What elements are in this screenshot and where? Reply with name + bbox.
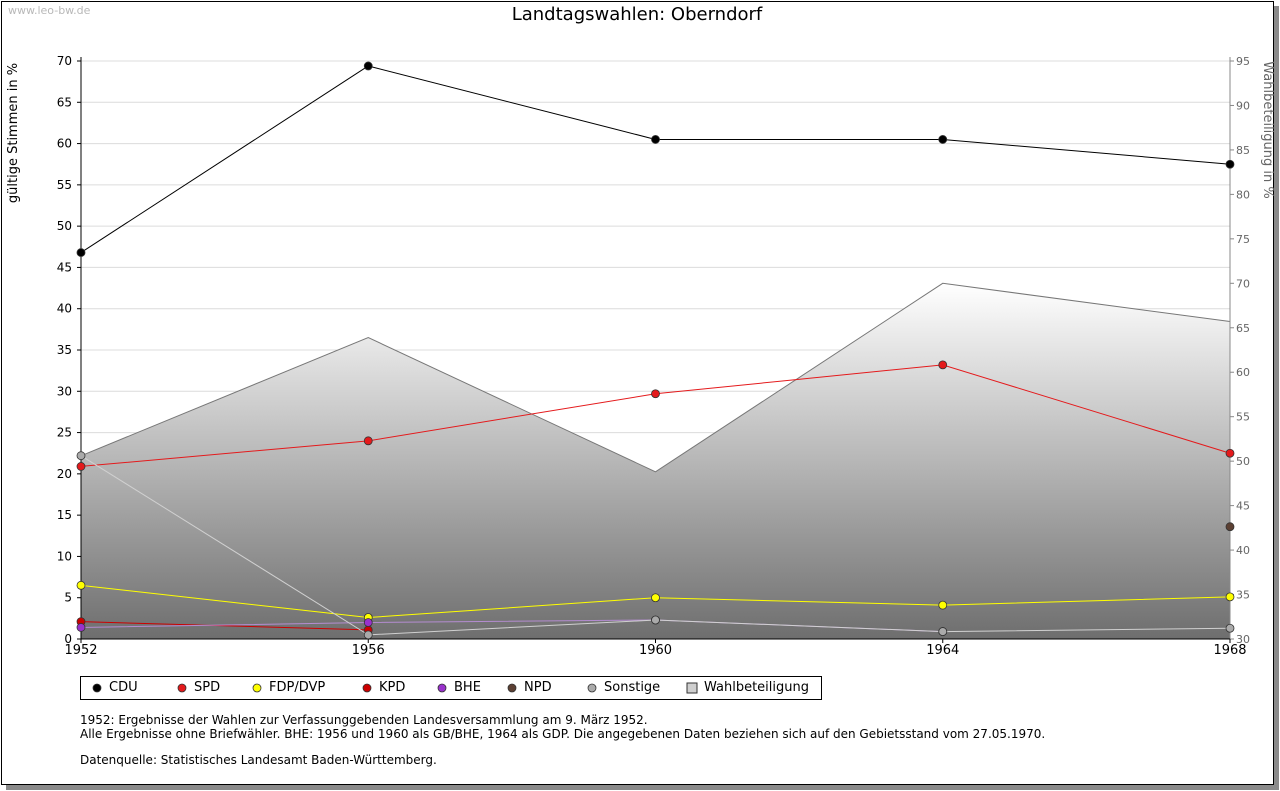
chart-title: Landtagswahlen: Oberndorf bbox=[511, 4, 763, 25]
y-tick-label-right: 55 bbox=[1236, 411, 1250, 424]
legend-item-sonstige: Sonstige bbox=[586, 680, 660, 695]
y-tick-label-right: 45 bbox=[1236, 500, 1250, 513]
y-tick-label-left: 5 bbox=[64, 591, 72, 605]
frame-shadow-bottom bbox=[6, 785, 1279, 790]
point-spd-1960 bbox=[651, 389, 660, 399]
point-fdp-dvp-1968 bbox=[1225, 592, 1235, 602]
point-spd-1956 bbox=[363, 436, 373, 446]
point-spd-1952 bbox=[76, 462, 86, 471]
y-tick-label-left: 70 bbox=[57, 54, 72, 68]
turnout-area bbox=[81, 283, 1230, 639]
y-tick-label-right: 60 bbox=[1236, 366, 1250, 379]
y-tick-label-left: 35 bbox=[57, 343, 72, 357]
series-line-cdu bbox=[80, 65, 1231, 253]
legend-item-fdp-dvp: FDP/DVP bbox=[251, 680, 325, 695]
legend-label-spd: SPD bbox=[194, 680, 221, 695]
legend-item-cdu: CDU bbox=[91, 680, 138, 695]
y-tick-label-left: 25 bbox=[57, 426, 72, 440]
point-fdp-dvp-1964 bbox=[938, 600, 948, 610]
point-sonstige-1964 bbox=[938, 627, 948, 636]
y-tick-label-left: 45 bbox=[57, 260, 72, 274]
y-tick-label-left: 30 bbox=[57, 384, 72, 398]
y-tick-label-right: 35 bbox=[1236, 589, 1250, 602]
point-npd-1968 bbox=[1225, 522, 1235, 532]
y-tick-label-right: 40 bbox=[1236, 544, 1250, 557]
legend-label-cdu: CDU bbox=[109, 680, 138, 695]
y-tick-label-left: 55 bbox=[57, 178, 72, 192]
y-tick-label-left: 50 bbox=[57, 219, 72, 233]
y-tick-label-left: 15 bbox=[57, 508, 72, 522]
x-tick-label: 1964 bbox=[926, 643, 959, 658]
point-cdu-1968 bbox=[1225, 159, 1235, 169]
legend-label-bhe: BHE bbox=[454, 680, 481, 695]
point-spd-1964 bbox=[938, 360, 948, 370]
note-general: Alle Ergebnisse ohne Briefwähler. BHE: 1… bbox=[80, 727, 1046, 741]
point-sonstige-1952 bbox=[76, 451, 86, 461]
y-tick-label-left: 10 bbox=[57, 549, 72, 563]
point-sonstige-1960 bbox=[651, 615, 660, 625]
y-tick-label-left: 20 bbox=[57, 467, 72, 481]
y-tick-label-right: 70 bbox=[1236, 277, 1250, 290]
point-cdu-1952 bbox=[76, 248, 86, 257]
point-sonstige-1968 bbox=[1225, 623, 1235, 633]
chart-legend: CDU SPD FDP/DVP KPD BHE NPD Sonstige Wahlbeteil… bbox=[80, 676, 822, 700]
legend-marker-sonstige bbox=[587, 683, 597, 692]
legend-label-sonstige: Sonstige bbox=[604, 680, 661, 695]
turnout-line bbox=[80, 282, 1231, 473]
point-bhe-1952 bbox=[76, 623, 86, 632]
x-tick-label: 1952 bbox=[64, 643, 97, 658]
legend-label-fdp-dvp: FDP/DVP bbox=[269, 680, 326, 695]
y-tick-label-right: 75 bbox=[1236, 233, 1250, 246]
legend-label-wahlbeteiligung: Wahlbeteiligung bbox=[704, 680, 810, 695]
y-tick-label-left: 60 bbox=[57, 137, 72, 151]
point-bhe-1956 bbox=[363, 618, 373, 627]
point-cdu-1956 bbox=[363, 61, 373, 71]
point-cdu-1964 bbox=[938, 135, 948, 144]
point-spd-1968 bbox=[1225, 448, 1235, 458]
legend-marker-bhe bbox=[437, 683, 447, 692]
legend-marker-npd bbox=[507, 683, 517, 692]
y-axis-title-left: gültige Stimmen in % bbox=[6, 63, 21, 203]
legend-label-kpd: KPD bbox=[379, 680, 406, 695]
y-tick-label-right: 90 bbox=[1236, 99, 1250, 112]
point-fdp-dvp-1960 bbox=[651, 593, 660, 603]
point-cdu-1960 bbox=[651, 135, 660, 144]
legend-item-spd: SPD bbox=[176, 680, 220, 695]
legend-item-npd: NPD bbox=[506, 680, 552, 695]
y-tick-label-right: 80 bbox=[1236, 188, 1250, 201]
legend-item-kpd: KPD bbox=[361, 680, 405, 695]
note-1952: 1952: Ergebnisse der Wahlen zur Verfassu… bbox=[80, 713, 648, 727]
y-tick-label-right: 30 bbox=[1236, 633, 1250, 646]
point-sonstige-1956 bbox=[363, 630, 373, 640]
legend-label-npd: NPD bbox=[524, 680, 552, 695]
y-tick-label-right: 95 bbox=[1236, 55, 1250, 68]
x-tick-label: 1960 bbox=[639, 643, 672, 658]
y-axis-title-right: Wahlbeteiligung in % bbox=[1260, 61, 1275, 198]
legend-marker-kpd bbox=[362, 683, 372, 692]
legend-marker-wahlbeteiligung bbox=[686, 682, 698, 693]
x-tick-label: 1956 bbox=[352, 643, 385, 658]
point-fdp-dvp-1952 bbox=[76, 580, 86, 590]
watermark: www.leo-bw.de bbox=[8, 4, 91, 17]
y-tick-label-left: 65 bbox=[57, 95, 72, 109]
y-tick-label-right: 65 bbox=[1236, 322, 1250, 335]
series-line-kpd bbox=[80, 621, 369, 631]
legend-marker-spd bbox=[177, 683, 187, 692]
y-tick-label-left: 40 bbox=[57, 302, 72, 316]
x-tick-label: 1968 bbox=[1213, 643, 1246, 658]
y-tick-label-right: 50 bbox=[1236, 455, 1250, 468]
note-source: Datenquelle: Statistisches Landesamt Bad… bbox=[80, 753, 437, 767]
y-tick-label-right: 85 bbox=[1236, 144, 1250, 157]
legend-marker-cdu bbox=[92, 683, 102, 692]
frame-shadow-right bbox=[1274, 6, 1279, 788]
legend-item-wahlbeteiligung: Wahlbeteiligung bbox=[686, 680, 809, 695]
legend-marker-fdp-dvp bbox=[252, 683, 262, 692]
y-tick-label-left: 0 bbox=[64, 632, 72, 646]
legend-item-bhe: BHE bbox=[436, 680, 481, 695]
